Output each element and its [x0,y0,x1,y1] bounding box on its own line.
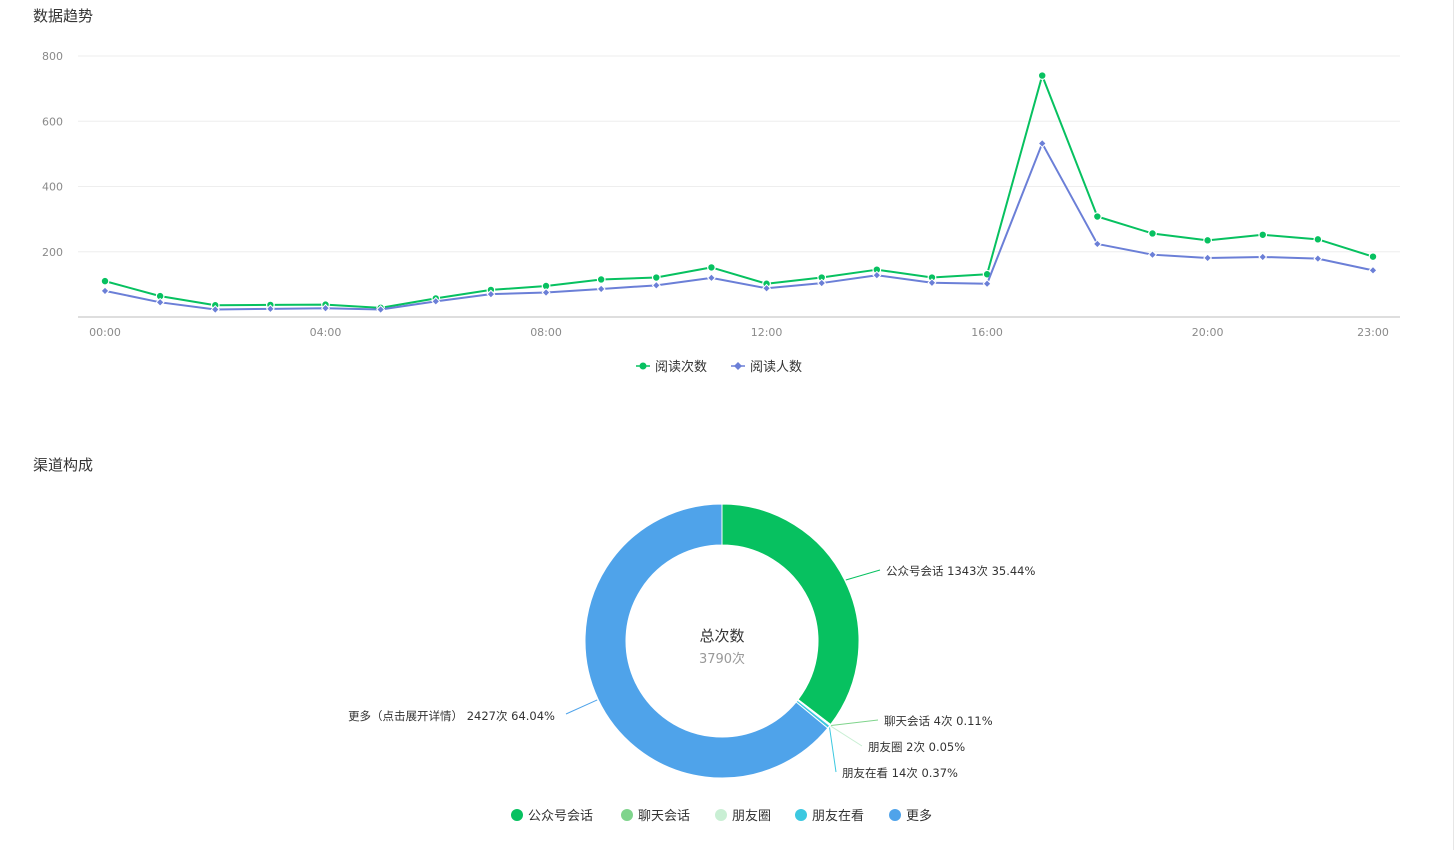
y-tick-label: 200 [42,246,63,259]
legend-dot [795,809,807,821]
data-point[interactable] [1258,230,1268,240]
data-point[interactable] [872,270,882,280]
leader-line [829,727,837,773]
y-tick-label: 400 [42,181,63,194]
data-point[interactable] [1313,234,1323,244]
legend-marker [639,362,647,370]
legend-label: 朋友圈 [732,808,771,824]
legend-label: 阅读次数 [655,359,707,375]
legend-marker [734,362,742,370]
data-point[interactable] [596,284,606,294]
slice-label: 聊天会话 4次 0.11% [884,714,993,728]
legend-dot [889,809,901,821]
data-point[interactable] [817,278,827,288]
leader-line [830,725,863,747]
data-point[interactable] [1092,239,1102,249]
x-tick-label: 04:00 [310,326,342,339]
x-tick-label: 08:00 [530,326,562,339]
series-line-2 [104,142,1374,311]
data-point[interactable] [762,283,772,293]
data-point[interactable] [596,275,606,284]
x-tick-label: 20:00 [1192,326,1224,339]
data-point[interactable] [100,276,110,286]
trend-section-title: 数据趋势 [33,7,94,25]
data-point[interactable] [1313,254,1323,264]
data-point[interactable] [1037,138,1047,148]
data-point[interactable] [1092,212,1102,221]
data-point[interactable] [651,280,661,290]
legend-label: 阅读人数 [750,360,802,375]
data-point[interactable] [1258,252,1268,262]
donut-slice-1[interactable] [721,503,860,726]
legend-label: 公众号会话 [528,809,593,824]
data-point[interactable] [265,304,275,314]
x-tick-label: 00:00 [89,326,121,339]
data-point[interactable] [321,303,331,313]
data-point[interactable] [1368,265,1378,275]
series-line-1 [104,74,1374,309]
slice-label: 公众号会话 1343次 35.44% [886,564,1035,578]
slice-label: 更多（点击展开详情） 2427次 64.04% [348,709,555,723]
data-point[interactable] [210,304,220,315]
donut-center-title: 总次数 [699,627,744,645]
data-point[interactable] [707,263,716,272]
data-point[interactable] [431,296,441,306]
data-point[interactable] [376,304,386,315]
donut-legend-item-5[interactable]: 更多 [889,808,932,824]
data-point[interactable] [927,278,937,288]
x-tick-label: 16:00 [971,326,1003,339]
channel-section-title: 渠道构成 [33,456,94,474]
data-point[interactable] [100,286,110,296]
legend-dot [715,809,727,821]
donut-legend-item-3[interactable]: 朋友圈 [715,808,771,824]
x-tick-label: 23:00 [1357,326,1389,339]
y-tick-label: 800 [42,50,63,63]
data-point[interactable] [1148,229,1157,238]
legend-label: 更多 [906,808,932,824]
data-point[interactable] [706,273,716,283]
trend-line-chart: 200 400 600 800 00:00 04:00 08:00 12:00 16:00 20:… [42,50,1400,375]
legend-dot [621,809,633,821]
donut-center-value: 3790次 [699,651,745,667]
data-point[interactable] [155,297,165,307]
legend-dot [511,809,523,821]
donut-legend-item-2[interactable]: 聊天会话 [621,809,690,824]
x-tick-label: 12:00 [751,326,783,339]
data-point[interactable] [1203,253,1213,263]
donut-legend-item-1[interactable]: 公众号会话 [511,809,593,824]
legend-item-2[interactable]: 阅读人数 [731,360,802,375]
donut-slice-5[interactable] [584,503,829,779]
leader-line [831,719,879,726]
data-point[interactable] [982,279,992,289]
leader-line [565,699,598,715]
legend-label: 朋友在看 [812,808,864,824]
leader-line [845,569,881,581]
donut-legend-item-4[interactable]: 朋友在看 [795,808,864,824]
y-tick-label: 600 [42,115,63,128]
data-point[interactable] [1368,252,1378,262]
slice-label: 朋友在看 14次 0.37% [842,766,958,780]
data-point[interactable] [1147,250,1157,260]
data-point[interactable] [541,288,551,298]
legend-item-1[interactable]: 阅读次数 [636,359,707,375]
data-point[interactable] [1037,71,1047,80]
slice-label: 朋友圈 2次 0.05% [868,740,965,754]
data-point[interactable] [1203,235,1213,245]
legend-label: 聊天会话 [638,809,690,824]
data-point[interactable] [486,289,496,299]
